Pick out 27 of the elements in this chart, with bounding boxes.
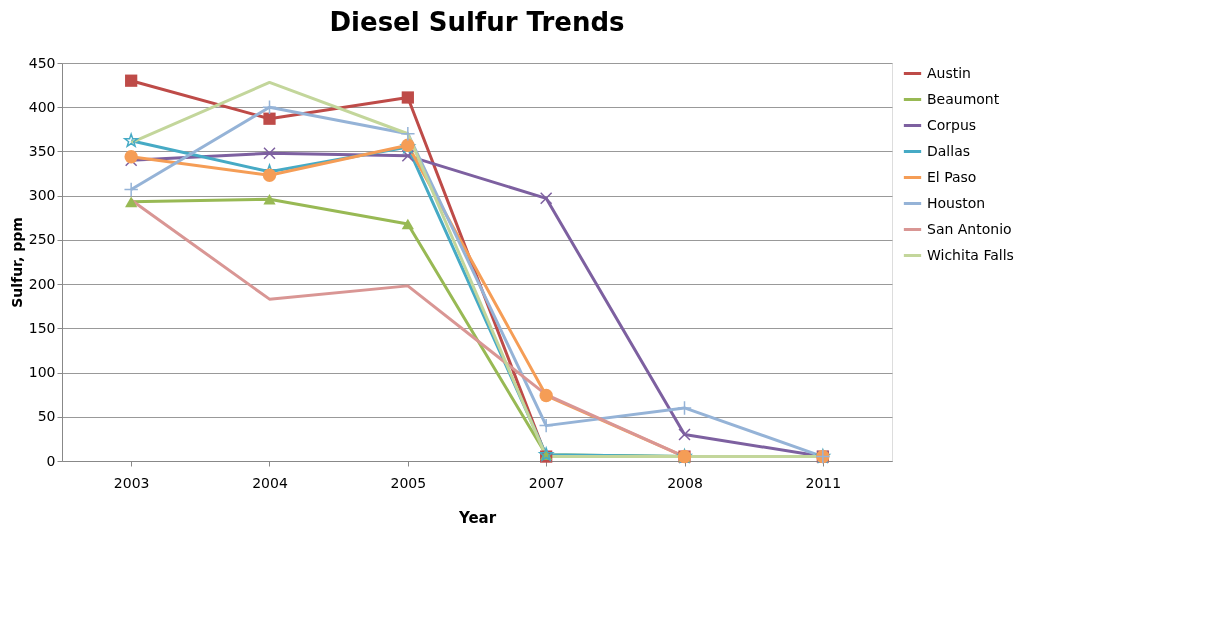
legend-label: Dallas	[927, 142, 971, 159]
y-tick-label: 400	[28, 98, 56, 115]
legend-label: Houston	[927, 194, 986, 211]
y-tick-label: 50	[37, 408, 56, 425]
y-tick-label: 250	[28, 231, 56, 248]
y-tick-label: 350	[28, 142, 56, 159]
y-tick-label: 300	[28, 187, 56, 204]
y-axis-title: Sulfur, ppm	[8, 217, 25, 308]
x-tick-label: 2003	[113, 474, 150, 491]
x-tick-label: 2008	[667, 474, 703, 491]
legend-label: Beaumont	[927, 90, 1000, 107]
legend-label: Wichita Falls	[927, 246, 1014, 263]
legend-label: San Antonio	[927, 220, 1012, 237]
x-tick-label: 2004	[252, 474, 288, 491]
legend-label: Austin	[927, 64, 971, 81]
y-tick-label: 150	[28, 319, 56, 336]
x-axis-title: Year	[457, 508, 497, 527]
y-tick-label: 200	[28, 275, 56, 292]
y-tick-label: 0	[46, 452, 56, 469]
x-tick-label: 2011	[805, 474, 842, 491]
y-tick-label: 100	[28, 364, 56, 381]
x-tick-label: 2005	[390, 474, 427, 491]
x-tick-label: 2007	[528, 474, 565, 491]
chart-title: Diesel Sulfur Trends	[329, 7, 625, 37]
y-tick-label: 450	[28, 54, 56, 71]
legend-label: Corpus	[927, 116, 977, 133]
legend-label: El Paso	[927, 168, 977, 185]
